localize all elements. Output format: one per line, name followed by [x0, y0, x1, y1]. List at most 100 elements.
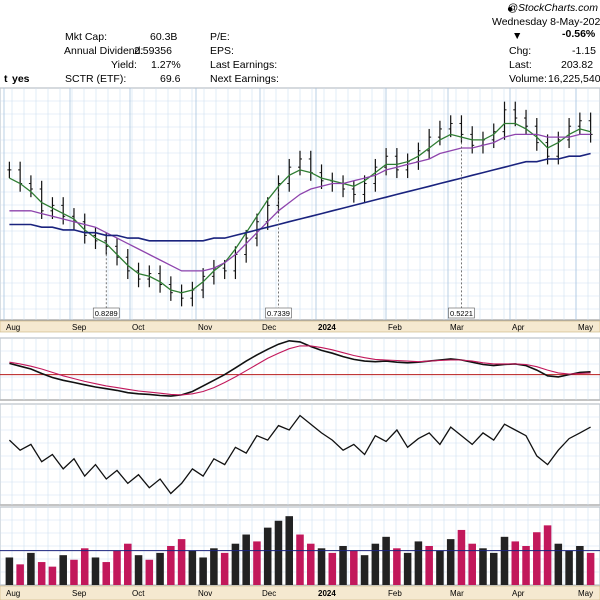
- volume-bar: [457, 529, 466, 585]
- moving-average-line: [9, 152, 591, 242]
- annotation-box: [92, 307, 120, 319]
- volume-bar: [511, 541, 520, 585]
- chart-header: ● @StockCharts.com Wednesday 8-May-2024 …: [0, 0, 600, 88]
- volume-bar: [134, 555, 143, 585]
- macd-line: [9, 345, 591, 396]
- volume-bar: [263, 527, 272, 585]
- annotation-label: 0.8289: [95, 309, 118, 318]
- volume-bar: [253, 541, 261, 585]
- quote-value: -1.15: [572, 45, 596, 57]
- volume-bar: [5, 557, 14, 585]
- volume-bar: [350, 550, 358, 585]
- quote-value: 203.82: [561, 59, 594, 71]
- moving-average-line: [9, 122, 591, 294]
- volume-bar: [382, 536, 390, 585]
- volume-bar: [522, 546, 530, 585]
- field2-label: EPS:: [210, 45, 234, 57]
- volume-bar: [37, 562, 46, 585]
- quote-value: 16,225,540: [548, 73, 600, 85]
- field-label: SCTR (ETF):: [65, 73, 127, 85]
- volume-bar: [446, 539, 455, 585]
- volume-bar: [371, 543, 380, 585]
- volume-bar: [328, 552, 337, 585]
- oscillator-line: [8, 414, 591, 495]
- month-tick-label: Sep: [72, 323, 87, 332]
- annotation-label: 0.7339: [267, 309, 290, 318]
- date-label: Wednesday 8-May-2024: [492, 16, 600, 28]
- month-tick-label: Oct: [132, 323, 145, 332]
- volume-bar: [425, 546, 433, 585]
- month-tick-label: Feb: [388, 589, 402, 598]
- volume-bar: [91, 557, 100, 585]
- field-label: Mkt Cap:: [65, 31, 108, 43]
- volume-bar: [188, 550, 197, 585]
- quote-label: Volume:: [509, 73, 547, 85]
- annotation-label: 0.5221: [450, 309, 473, 318]
- field-value: 1.27%: [151, 59, 181, 71]
- field2-label: P/E:: [210, 31, 230, 43]
- month-tick-label: Apr: [512, 589, 525, 598]
- month-tick-label: Aug: [6, 323, 20, 332]
- month-tick-label: May: [578, 589, 593, 598]
- month-tick-label: 2024: [318, 323, 336, 332]
- month-tick-label: Apr: [512, 323, 525, 332]
- month-tick-label: Sep: [72, 589, 87, 598]
- month-tick-label: Mar: [450, 589, 464, 598]
- field-value: 2.59356: [134, 45, 172, 57]
- volume-bar: [156, 552, 164, 585]
- volume-bar: [210, 548, 218, 585]
- volume-bar: [393, 548, 401, 585]
- volume-bar: [317, 548, 326, 585]
- volume-bar: [500, 536, 509, 585]
- optionable-prefix: t: [4, 73, 8, 85]
- volume-bar: [177, 539, 186, 585]
- volume-bar: [124, 543, 132, 585]
- month-tick-label: Aug: [6, 589, 20, 598]
- field-value: 69.6: [160, 73, 181, 85]
- volume-bar: [27, 552, 35, 585]
- volume-bar: [565, 550, 573, 585]
- field-label: Yield:: [111, 59, 137, 71]
- volume-bar: [59, 555, 67, 585]
- month-tick-label: Nov: [198, 589, 212, 598]
- annotation-box: [265, 307, 292, 319]
- field2-label: Last Earnings:: [210, 59, 278, 71]
- volume-bar: [306, 543, 315, 585]
- stockcharts-logo-icon: ●: [507, 3, 514, 15]
- volume-bar: [113, 550, 121, 585]
- month-tick-label: Dec: [262, 589, 276, 598]
- month-tick-label: May: [578, 323, 593, 332]
- volume-bar: [231, 543, 240, 585]
- volume-bar: [360, 555, 369, 585]
- field-label: Annual Dividend:: [64, 45, 144, 57]
- volume-bar: [554, 543, 563, 585]
- volume-bar: [414, 541, 423, 585]
- moving-average-line: [9, 133, 591, 272]
- volume-bar: [274, 520, 283, 585]
- percent-change: -0.56%: [562, 28, 596, 40]
- month-tick-label: Feb: [388, 323, 402, 332]
- volume-bar: [167, 546, 175, 585]
- volume-bar: [533, 532, 541, 585]
- month-tick-label: 2024: [318, 589, 336, 598]
- volume-bar: [339, 546, 347, 585]
- field2-label: Next Earnings:: [210, 73, 279, 85]
- month-tick-label: Oct: [132, 589, 145, 598]
- month-tick-label: Nov: [198, 323, 212, 332]
- date-axis-band: [0, 320, 600, 333]
- volume-bar: [403, 552, 412, 585]
- quote-label: Last:: [509, 59, 532, 71]
- volume-bar: [436, 550, 444, 585]
- date-axis-band-bottom: [0, 585, 600, 600]
- volume-bar: [586, 552, 595, 585]
- optionable-value: yes: [12, 73, 30, 85]
- month-tick-label: Mar: [450, 323, 464, 332]
- volume-bar: [576, 546, 584, 585]
- volume-bar: [102, 562, 111, 585]
- volume-bar: [296, 534, 304, 585]
- volume-bar: [80, 548, 89, 585]
- brand-label: @StockCharts.com: [507, 2, 598, 14]
- macd-line: [9, 339, 591, 397]
- volume-bar: [70, 559, 78, 585]
